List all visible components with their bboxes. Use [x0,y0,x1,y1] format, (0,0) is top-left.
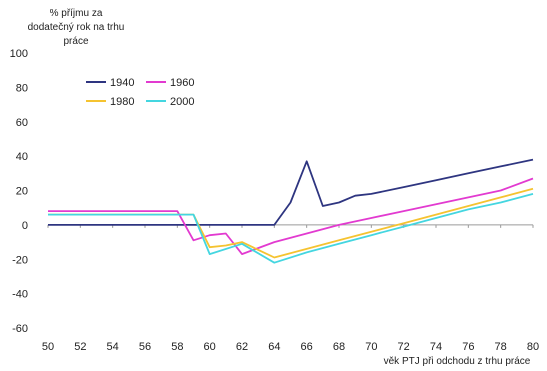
x-tick-label: 60 [204,341,216,353]
y-tick-label: -20 [12,254,28,266]
x-tick-label: 52 [74,341,86,353]
x-tick-label: 66 [301,341,313,353]
x-axis-ticks: 50 52 54 56 58 60 62 64 66 68 70 72 74 76 78 80 [42,224,539,353]
y-axis-label-line-3: práce [63,36,88,47]
y-tick-label: 40 [16,151,28,163]
x-tick-label: 62 [236,341,248,353]
legend: 1940 1960 1980 2000 [86,77,194,108]
x-tick-label: 58 [171,341,183,353]
x-tick-label: 74 [430,341,442,353]
y-axis-ticks: 100 80 60 40 20 0 -20 -40 -60 [10,48,28,335]
y-tick-label: 20 [16,186,28,198]
x-tick-label: 70 [365,341,377,353]
y-tick-label: 60 [16,117,28,129]
series-line-1940 [48,158,534,226]
legend-label-2000: 2000 [170,96,194,108]
x-tick-label: 68 [333,341,345,353]
x-tick-label: 72 [398,341,410,353]
y-tick-label: 80 [16,82,28,94]
x-axis-label: věk PTJ při odchodu z trhu práce [384,356,531,367]
x-tick-label: 50 [42,341,54,353]
legend-label-1940: 1940 [110,77,134,89]
series-line-1960 [48,177,534,256]
y-axis-label: % příjmu za dodatečný rok na trhu práce [28,8,125,47]
y-axis-label-line-1: % příjmu za [50,8,103,19]
y-tick-label: -60 [12,323,28,335]
x-tick-label: 78 [495,341,507,353]
y-tick-label: -40 [12,289,28,301]
legend-label-1980: 1980 [110,96,134,108]
x-tick-label: 76 [462,341,474,353]
y-tick-label: 0 [22,220,28,232]
x-tick-label: 54 [107,341,119,353]
y-tick-label: 100 [10,48,28,60]
series-group [48,158,534,264]
x-tick-label: 56 [139,341,151,353]
x-tick-label: 80 [527,341,539,353]
series-line-2000 [48,193,534,264]
x-tick-label: 64 [268,341,280,353]
y-axis-label-line-2: dodatečný rok na trhu [28,22,125,33]
legend-label-1960: 1960 [170,77,194,89]
